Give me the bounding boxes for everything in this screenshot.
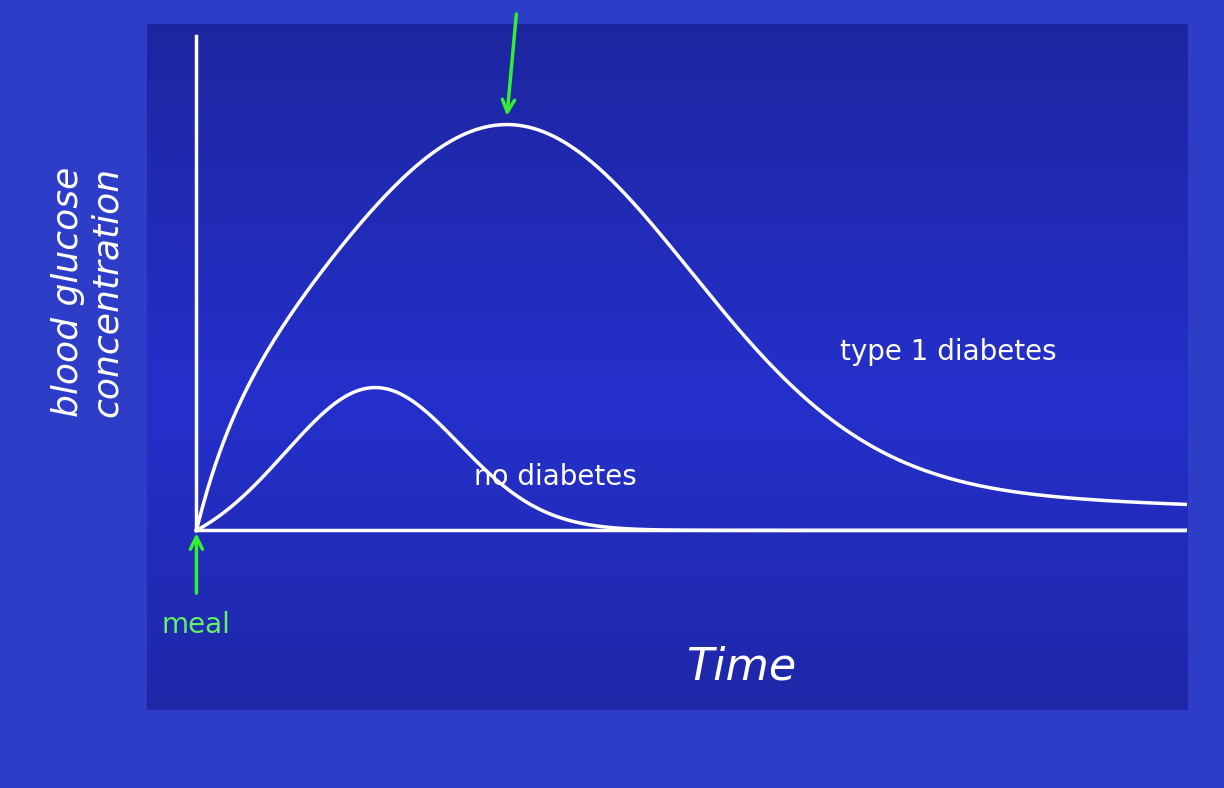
Text: blood glucose
concentration: blood glucose concentration [50, 167, 124, 417]
Text: Time: Time [687, 646, 797, 689]
Text: no diabetes: no diabetes [474, 463, 636, 491]
Text: meal: meal [162, 611, 231, 639]
Text: type 1 diabetes: type 1 diabetes [841, 337, 1058, 366]
